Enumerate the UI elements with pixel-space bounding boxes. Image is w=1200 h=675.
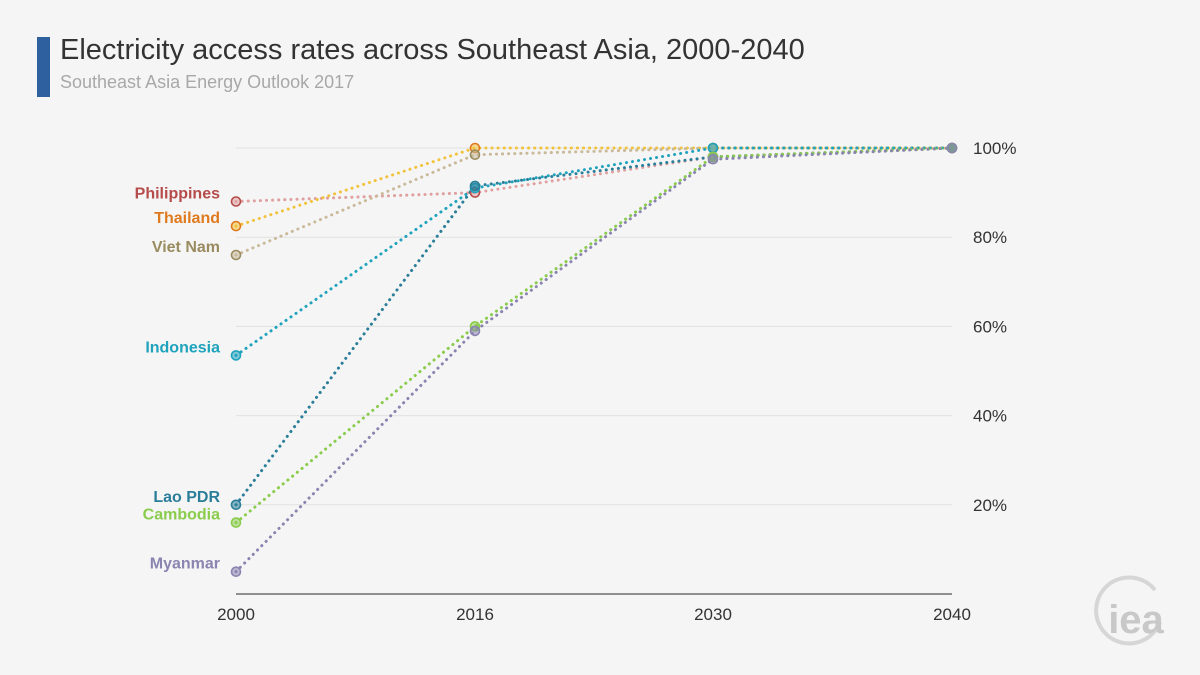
series-line-indonesia (234, 146, 954, 357)
point-myanmar-2030 (707, 153, 719, 165)
x-tick-label-2000: 2000 (217, 605, 255, 624)
series-line-viet-nam (234, 146, 954, 257)
point-viet-nam-2000 (230, 249, 242, 261)
series-label-indonesia: Indonesia (145, 339, 220, 356)
logo-text: iea (1108, 598, 1164, 642)
y-tick-label-60: 60% (973, 317, 1007, 336)
point-lao-pdr-2000 (230, 499, 242, 511)
chart-subtitle: Southeast Asia Energy Outlook 2017 (60, 72, 355, 92)
chart-title: Electricity access rates across Southeas… (60, 34, 805, 66)
series-label-viet-nam: Viet Nam (152, 239, 220, 256)
iea-logo: iea (1094, 575, 1165, 646)
point-indonesia-2000 (230, 350, 242, 361)
series-label-lao-pdr: Lao PDR (153, 489, 220, 506)
series-line-myanmar (234, 146, 954, 574)
tick-labels: 20% 40% 60% 80% 100% 2000 2016 2030 2040 (217, 139, 1016, 624)
series-lines (234, 146, 954, 574)
series-labels: Philippines Thailand Viet Nam Indonesia Lao … (135, 186, 221, 573)
y-tick-label-80: 80% (973, 228, 1007, 247)
series-line-cambodia (234, 146, 954, 525)
series-label-thailand: Thailand (154, 210, 220, 227)
logo-arc (1094, 575, 1162, 646)
series-line-thailand (234, 146, 954, 228)
point-myanmar-2040 (946, 142, 958, 154)
gridlines (236, 147, 952, 506)
point-myanmar-2000 (230, 566, 242, 578)
series-label-cambodia: Cambodia (143, 507, 220, 524)
y-tick-label-100: 100% (973, 139, 1016, 158)
x-tick-label-2040: 2040 (933, 605, 971, 624)
series-line-philippines (234, 146, 954, 203)
point-myanmar-2016 (469, 325, 481, 337)
point-thailand-2000 (230, 220, 242, 232)
point-lao-pdr-2016 (469, 180, 481, 192)
accent-bar (37, 37, 50, 97)
point-viet-nam-2016 (469, 149, 481, 160)
y-tick-label-20: 20% (973, 496, 1007, 515)
point-philippines-2000 (230, 196, 242, 207)
point-indonesia-2030 (707, 142, 719, 154)
series-label-philippines: Philippines (135, 186, 220, 203)
data-points (230, 142, 958, 578)
x-tick-label-2016: 2016 (456, 605, 494, 624)
y-tick-label-40: 40% (973, 407, 1007, 426)
point-cambodia-2000 (230, 517, 242, 528)
x-tick-label-2030: 2030 (694, 605, 732, 624)
series-label-myanmar: Myanmar (150, 556, 220, 573)
